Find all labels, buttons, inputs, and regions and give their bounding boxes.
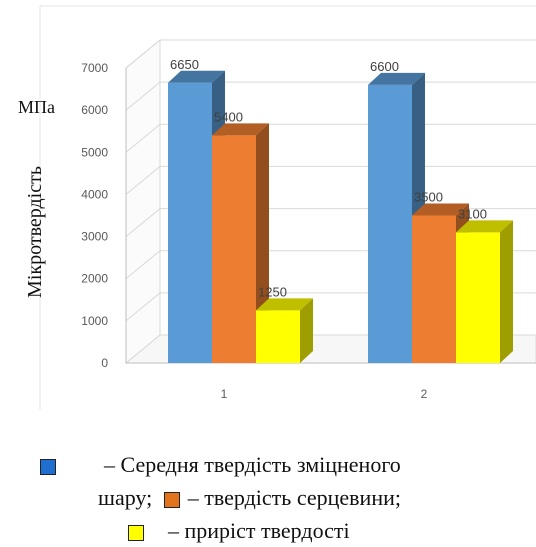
legend-line-1: – Середня твердість зміцненого [40, 452, 401, 478]
data-labels: 6650 6600 5400 3500 1250 3100 [170, 57, 487, 300]
gridline-side [125, 123, 161, 153]
bar-front [412, 215, 456, 363]
legend-swatch-hardness-gain [128, 524, 144, 541]
legend-prefix-layer: шару; [98, 485, 153, 510]
bar-front [168, 82, 212, 363]
bar-side [300, 298, 313, 363]
legend-line-3: – приріст твердості [128, 518, 350, 544]
chart-side-wall [125, 38, 161, 365]
y-axis-label: Мікротвердість [24, 166, 46, 298]
legend-text-hardness-gain: – приріст твердості [168, 518, 350, 543]
bar-side [500, 220, 513, 363]
bar-front [456, 232, 500, 363]
legend-text-core-hardness: – твердість серцевини; [187, 485, 401, 510]
bar-top [368, 72, 425, 85]
data-label: 5400 [214, 109, 243, 124]
data-label: 1250 [258, 284, 287, 299]
data-label: 6600 [370, 59, 399, 74]
y-tick-label: 5000 [81, 145, 108, 159]
y-tick-label: 7000 [81, 61, 108, 75]
y-tick-label: 2000 [81, 272, 108, 286]
y-tick-labels: 0 1000 2000 3000 4000 5000 6000 7000 [81, 61, 108, 370]
unit-label: МПа [18, 97, 55, 117]
legend-swatch-hardness-layer [40, 458, 56, 475]
legend: – Середня твердість зміцненого шару; – т… [0, 448, 536, 547]
x-tick-label: 1 [221, 387, 228, 401]
gridline-side [125, 166, 161, 195]
y-tick-label: 0 [101, 356, 108, 370]
data-label: 3100 [458, 206, 487, 221]
gridline-side [125, 250, 161, 280]
gridline-side [125, 39, 161, 69]
bar-top [168, 70, 225, 83]
bar-front [256, 310, 300, 363]
bar-series3-cat1 [256, 298, 313, 363]
legend-swatch-core-hardness [163, 491, 180, 508]
bar-top [412, 203, 469, 216]
legend-line-2: шару; – твердість серцевини; [98, 485, 401, 511]
bar-series3-cat2 [456, 220, 513, 363]
bar-series1-cat2 [368, 72, 425, 363]
bar-top [456, 220, 513, 233]
y-tick-label: 4000 [81, 187, 108, 201]
legend-text-hardness-layer: – Середня твердість зміцненого [104, 452, 401, 477]
gridline-side [125, 292, 161, 322]
bars [168, 70, 513, 363]
data-label: 3500 [414, 190, 443, 205]
bar-front [212, 135, 256, 363]
bar-top [212, 123, 269, 136]
bar-top [256, 298, 313, 311]
bar-front [368, 84, 412, 363]
y-tick-label: 6000 [81, 103, 108, 117]
data-label: 6650 [170, 57, 199, 72]
y-tick-label: 3000 [81, 230, 108, 244]
gridline-side [125, 208, 161, 237]
gridline-side [125, 81, 161, 111]
x-tick-label: 2 [421, 387, 428, 401]
y-tick-label: 1000 [81, 314, 108, 328]
bar-series2-cat1 [212, 123, 269, 363]
